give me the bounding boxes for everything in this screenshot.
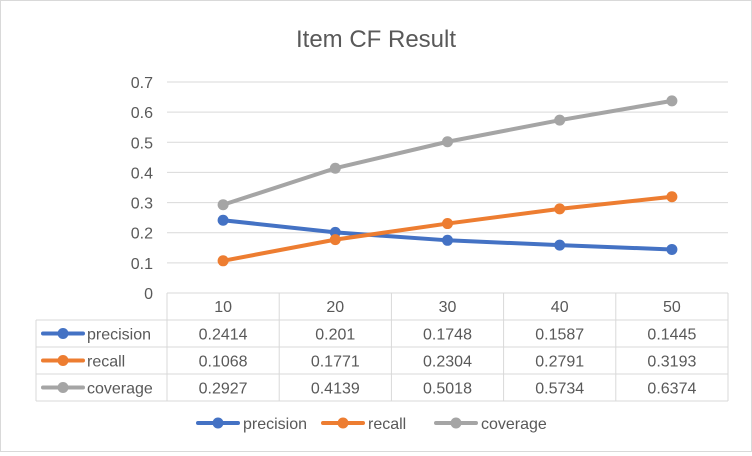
data-point-coverage (666, 95, 678, 107)
y-axis-ticks: 0 0.1 0.2 0.3 0.4 0.5 0.6 0.7 (131, 75, 153, 303)
legend: precision recall coverage (196, 416, 547, 433)
data-point-precision (666, 243, 678, 255)
data-point-coverage (329, 162, 341, 174)
x-tick-label: 10 (214, 299, 232, 316)
table-cell-value: 0.1445 (647, 327, 696, 344)
legend-label: coverage (481, 416, 547, 433)
x-tick-label: 50 (663, 299, 681, 316)
table-cell-value: 0.4139 (311, 381, 360, 398)
series-lines (217, 95, 678, 267)
series-line-coverage (221, 98, 674, 207)
table-cell-value: 0.201 (315, 327, 355, 344)
data-point-precision (554, 239, 566, 251)
data-point-coverage (442, 136, 453, 148)
legend-label: recall (368, 416, 406, 433)
table-cell-value: 0.5734 (535, 381, 584, 398)
table-legend-key-marker (57, 355, 69, 366)
table-series-name: recall (87, 354, 125, 371)
data-point-recall (329, 234, 341, 246)
data-point-recall (666, 191, 678, 203)
y-tick-label: 0.7 (131, 75, 153, 92)
legend-label: precision (243, 416, 307, 433)
data-point-recall (554, 203, 566, 215)
data-point-recall (217, 255, 229, 267)
y-tick-label: 0.2 (131, 226, 153, 243)
x-tick-label: 30 (439, 299, 457, 316)
y-tick-label: 0.4 (131, 165, 153, 182)
table-cell-value: 0.1068 (199, 354, 248, 371)
data-point-precision (442, 234, 453, 246)
x-tick-label: 40 (551, 299, 569, 316)
table-cell-value: 0.5018 (423, 381, 472, 398)
table-cell-value: 0.2304 (423, 354, 472, 371)
data-point-coverage (554, 114, 566, 126)
legend-key-marker (337, 417, 349, 429)
table-cell-value: 0.1587 (535, 327, 584, 344)
table-legend-key-marker (57, 328, 69, 339)
x-tick-label: 20 (326, 299, 344, 316)
legend-key-marker (450, 417, 462, 429)
table-cell-value: 0.2927 (199, 381, 248, 398)
table-series-name: coverage (87, 381, 153, 398)
legend-key-marker (212, 417, 224, 429)
y-tick-label: 0.3 (131, 196, 153, 213)
table-series-name: precision (87, 327, 151, 344)
y-tick-label: 0.5 (131, 135, 153, 152)
table-cell-value: 0.1748 (423, 327, 472, 344)
y-tick-label: 0 (144, 286, 153, 303)
table-cell-value: 0.2791 (535, 354, 584, 371)
data-point-precision (217, 214, 229, 226)
y-tick-label: 0.1 (131, 256, 153, 273)
table-legend-key-marker (57, 382, 69, 393)
table-cell-value: 0.2414 (199, 327, 248, 344)
data-point-coverage (217, 199, 229, 211)
table-cell-value: 0.3193 (647, 354, 696, 371)
y-tick-label: 0.6 (131, 105, 153, 122)
data-point-recall (442, 218, 453, 230)
chart-title: Item CF Result (296, 26, 456, 53)
data-table: 10 20 30 40 50 precision 0.2414 0.201 0.1748 0.15… (35, 292, 729, 402)
table-cell-value: 0.6374 (647, 381, 696, 398)
table-cell-value: 0.1771 (311, 354, 360, 371)
